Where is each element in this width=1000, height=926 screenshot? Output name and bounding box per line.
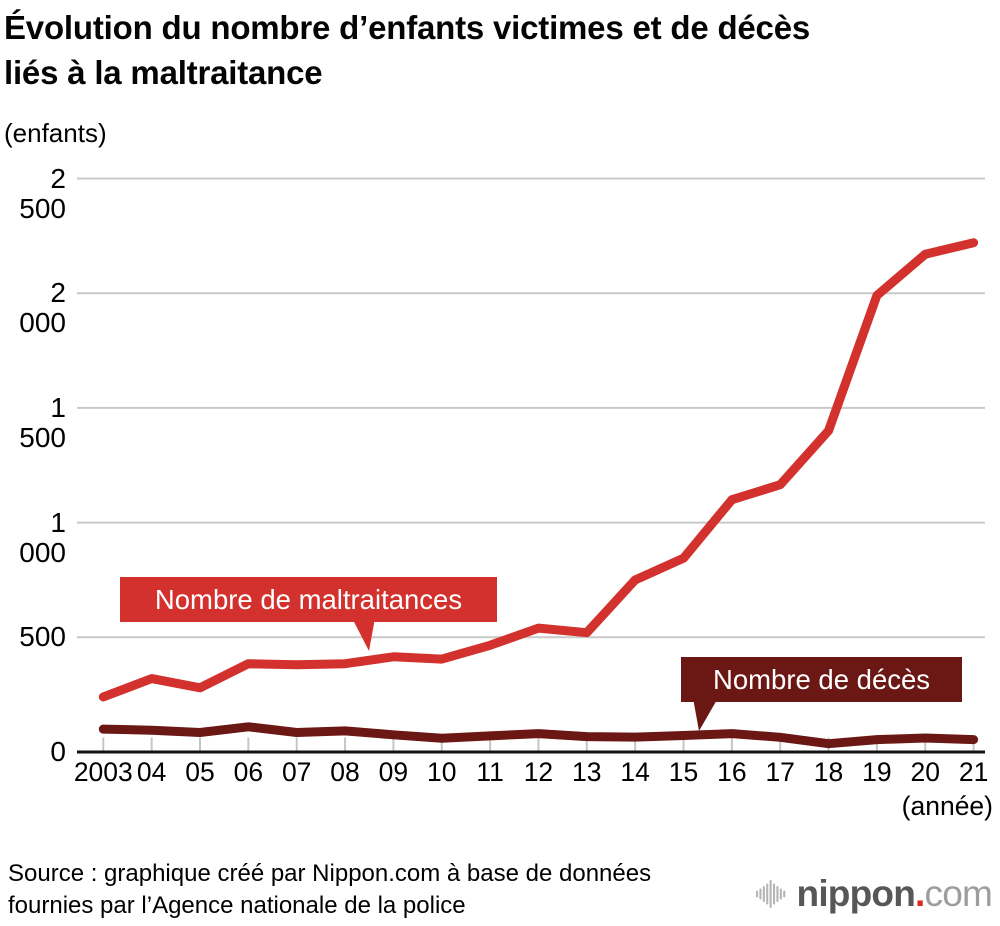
y-tick-label: 1 000 xyxy=(19,506,66,568)
x-tick-label: 14 xyxy=(620,757,650,787)
x-tick-label: 06 xyxy=(233,757,264,787)
source-text: Source : graphique créé par Nippon.com à… xyxy=(8,858,651,922)
x-tick-label: 12 xyxy=(523,757,554,787)
x-tick-label: 21 xyxy=(958,757,989,787)
x-tick-label: 08 xyxy=(330,757,360,787)
logo-text-main: nippon xyxy=(796,873,916,914)
chart-title: Évolution du nombre d’enfants victimes e… xyxy=(4,5,810,95)
y-tick-label: 2 000 xyxy=(19,277,66,339)
nippon-logo-text: nippon.com xyxy=(796,873,993,914)
callout-pointer-deces xyxy=(693,698,718,731)
source-text-line2: fournies par l’Agence nationale de la po… xyxy=(8,892,466,919)
callout-maltraitances: Nombre de maltraitances xyxy=(120,577,497,622)
x-tick-label: 2003 xyxy=(73,757,133,787)
x-tick-label: 15 xyxy=(668,757,699,787)
x-tick-label: 16 xyxy=(717,757,747,787)
logo-text-tld: com xyxy=(924,873,993,914)
equalizer-bar xyxy=(772,883,775,905)
equalizer-bar xyxy=(779,888,782,900)
deces-line xyxy=(98,722,979,749)
chart-title-line1: Évolution du nombre d’enfants victimes e… xyxy=(4,9,811,46)
x-axis-unit: (année) xyxy=(901,791,993,821)
x-tick-label: 05 xyxy=(185,757,215,787)
y-axis-unit: (enfants) xyxy=(4,118,107,148)
equalizer-bars-icon xyxy=(755,880,785,908)
source-text-line1: Source : graphique créé par Nippon.com à… xyxy=(8,860,652,887)
x-tick-label: 20 xyxy=(910,757,940,787)
callout-maltraitances-label: Nombre de maltraitances xyxy=(154,583,463,615)
x-tick-label: 13 xyxy=(572,757,602,787)
equalizer-bar xyxy=(758,888,762,900)
x-tick-label: 11 xyxy=(476,757,504,787)
x-tick-label: 18 xyxy=(813,757,844,787)
equalizer-bar xyxy=(765,883,768,905)
equalizer-bar xyxy=(775,886,779,902)
x-tick-label: 10 xyxy=(427,757,457,787)
x-tick-label: 17 xyxy=(765,757,795,787)
y-tick-label: 0 xyxy=(50,736,66,767)
y-tick-label: 1 500 xyxy=(19,391,66,453)
x-tick-label: 09 xyxy=(378,757,409,787)
callout-pointer-maltraitances xyxy=(352,618,375,651)
chart-title-line2: liés à la maltraitance xyxy=(4,54,323,91)
x-tick-label: 04 xyxy=(136,757,167,787)
x-tick-label: 07 xyxy=(281,757,312,787)
callout-deces: Nombre de décès xyxy=(681,657,962,702)
maltraitances-line xyxy=(98,238,979,702)
logo-text-dot: . xyxy=(915,873,925,914)
callout-deces-label: Nombre de décès xyxy=(712,663,931,695)
equalizer-bar xyxy=(755,890,758,898)
equalizer-bar xyxy=(762,886,765,902)
y-tick-label: 2 500 xyxy=(19,162,66,224)
x-tick-label: 19 xyxy=(862,757,892,787)
equalizer-bar xyxy=(782,890,785,898)
y-tick-label: 500 xyxy=(19,621,66,653)
equalizer-bar xyxy=(769,880,772,908)
nippon-logo: nippon.com xyxy=(755,873,993,914)
